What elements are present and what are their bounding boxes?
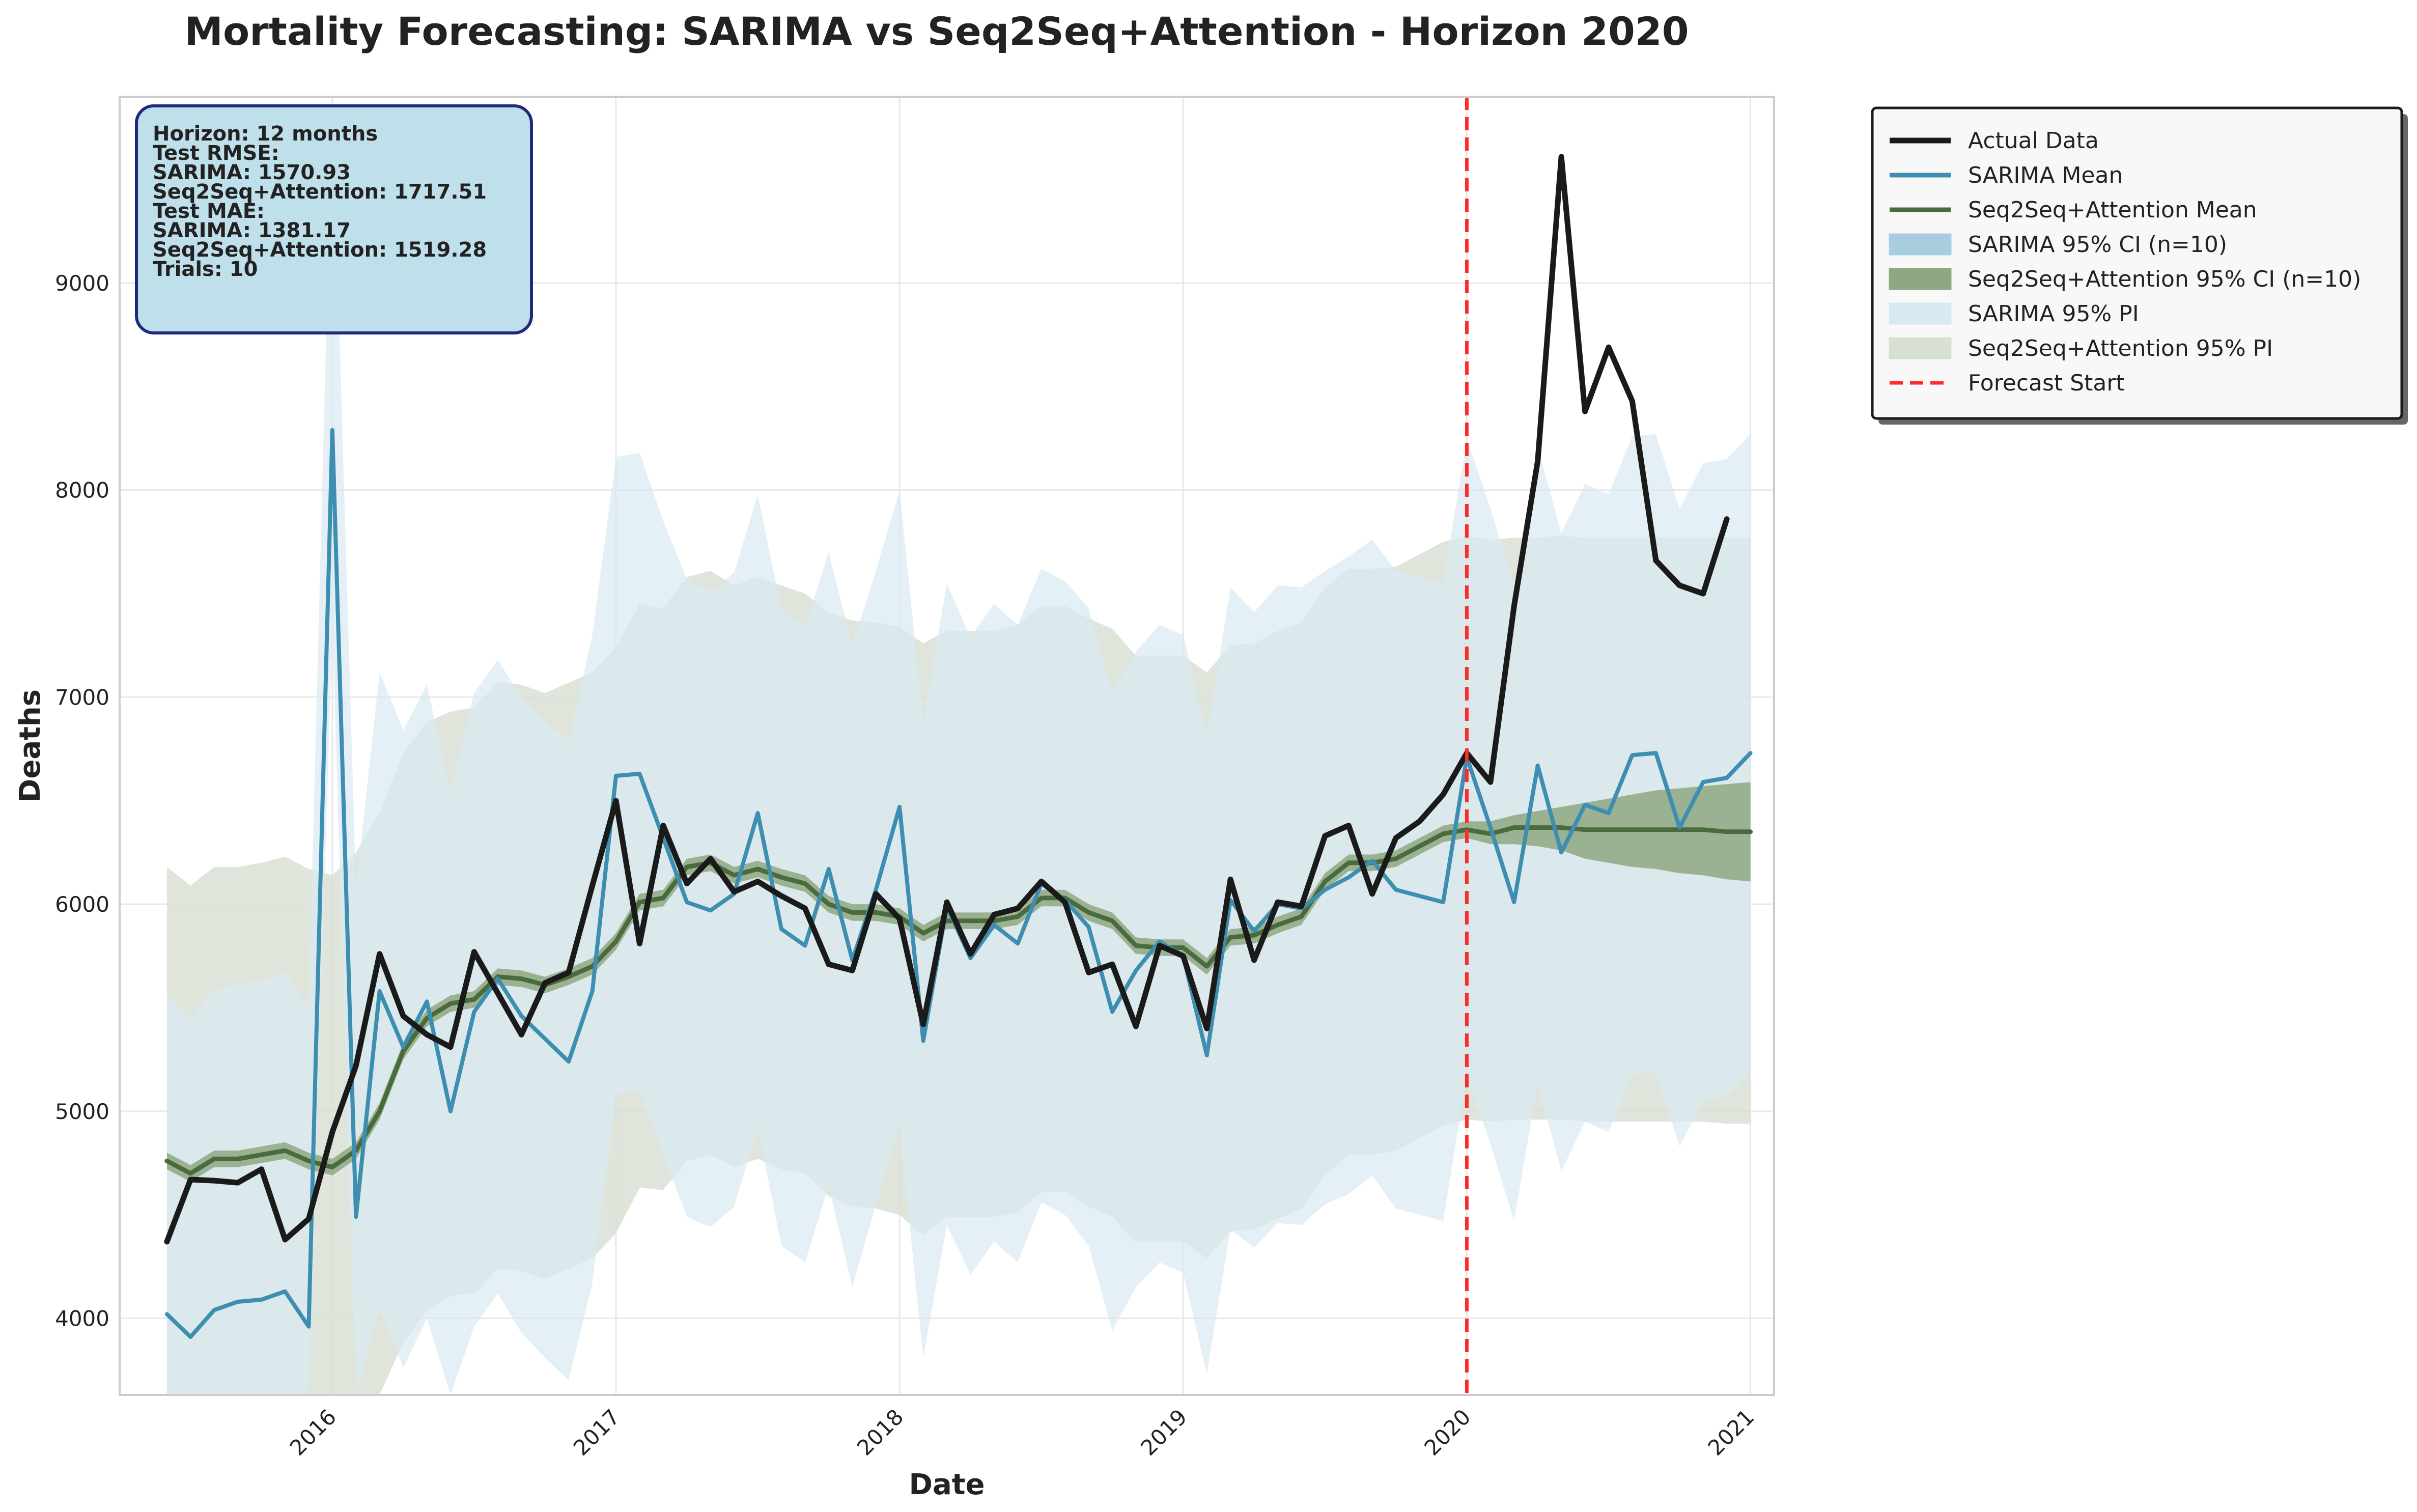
stats-line: Test MAE: bbox=[153, 200, 265, 223]
legend-label: Seq2Seq+Attention Mean bbox=[1968, 197, 2257, 223]
y-tick-label: 4000 bbox=[55, 1306, 109, 1331]
uncertainty-bands bbox=[166, 97, 1751, 1395]
legend-swatch bbox=[1889, 268, 1952, 290]
stats-box-background bbox=[135, 104, 533, 334]
chart-title: Mortality Forecasting: SARIMA vs Seq2Seq… bbox=[184, 9, 1689, 54]
legend-label: SARIMA Mean bbox=[1968, 162, 2123, 188]
plot-frame bbox=[119, 96, 1775, 1396]
y-tick-label: 7000 bbox=[55, 685, 109, 710]
legend-swatch bbox=[1889, 337, 1952, 359]
stats-line: SARIMA: 1381.17 bbox=[153, 219, 351, 242]
y-tick-label: 8000 bbox=[55, 478, 109, 503]
legend-label: Actual Data bbox=[1968, 128, 2099, 154]
stats-line: Seq2Seq+Attention: 1519.28 bbox=[153, 238, 487, 262]
legend-frame bbox=[1871, 106, 2403, 420]
x-tick-label: 2020 bbox=[1419, 1404, 1475, 1460]
legend-label: Seq2Seq+Attention 95% PI bbox=[1968, 335, 2273, 361]
legend: Actual Data SARIMA Mean Seq2Seq+Attention … bbox=[1871, 106, 2408, 425]
legend-entries: Actual Data SARIMA Mean Seq2Seq+Attention … bbox=[1889, 128, 2361, 396]
stats-line: Seq2Seq+Attention: 1717.51 bbox=[153, 180, 487, 204]
legend-swatch bbox=[1889, 233, 1952, 256]
x-tick-label: 2016 bbox=[285, 1404, 341, 1460]
legend-label: SARIMA 95% CI (n=10) bbox=[1968, 232, 2227, 258]
y-axis-label: Deaths bbox=[14, 689, 47, 802]
y-axis-ticks: 4000 5000 6000 7000 8000 9000 bbox=[55, 271, 109, 1331]
x-tick-label: 2017 bbox=[569, 1404, 625, 1460]
legend-label: SARIMA 95% PI bbox=[1968, 301, 2139, 327]
stats-line: Test RMSE: bbox=[153, 142, 279, 165]
x-axis-label: Date bbox=[909, 1468, 985, 1501]
y-tick-label: 5000 bbox=[55, 1099, 109, 1124]
x-tick-label: 2018 bbox=[852, 1404, 908, 1460]
x-tick-label: 2019 bbox=[1136, 1404, 1192, 1460]
plot-area bbox=[119, 96, 1775, 1396]
x-tick-label: 2021 bbox=[1703, 1404, 1759, 1460]
legend-swatch bbox=[1889, 302, 1952, 325]
y-tick-label: 6000 bbox=[55, 892, 109, 917]
legend-label: Seq2Seq+Attention 95% CI (n=10) bbox=[1968, 266, 2361, 292]
legend-label: Forecast Start bbox=[1968, 370, 2125, 396]
stats-line: Horizon: 12 months bbox=[153, 122, 378, 146]
stats-line: Trials: 10 bbox=[153, 258, 258, 281]
stats-line: SARIMA: 1570.93 bbox=[153, 161, 351, 184]
sarima-pi-band bbox=[166, 97, 1751, 1395]
seq2seq-ci-band bbox=[166, 782, 1751, 1182]
y-tick-label: 9000 bbox=[55, 271, 109, 296]
x-axis-ticks: 2016 2017 2018 2019 2020 2021 bbox=[285, 1404, 1759, 1460]
